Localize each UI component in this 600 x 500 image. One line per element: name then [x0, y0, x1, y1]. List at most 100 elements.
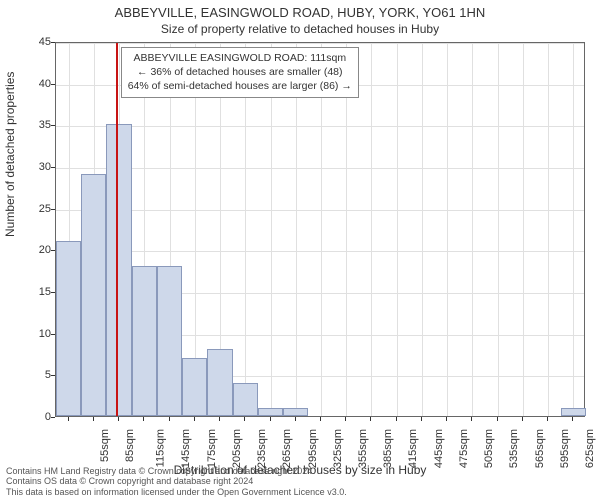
gridline-v — [447, 43, 448, 416]
y-tick-mark — [51, 292, 55, 293]
x-tick-label: 355sqm — [357, 429, 369, 468]
x-tick-label: 205sqm — [231, 429, 243, 468]
y-axis-title: Number of detached properties — [3, 72, 17, 237]
annotation-line-3: 64% of semi-detached houses are larger (… — [128, 79, 352, 93]
x-tick-label: 535sqm — [509, 429, 521, 468]
gridline-v — [346, 43, 347, 416]
footer-line-1: Contains HM Land Registry data © Crown c… — [6, 466, 347, 477]
histogram-bar — [157, 266, 182, 416]
x-tick-label: 265sqm — [281, 429, 293, 468]
y-tick-label: 0 — [21, 411, 51, 423]
gridline-h — [56, 43, 584, 44]
y-tick-label: 15 — [21, 286, 51, 298]
footer-attribution: Contains HM Land Registry data © Crown c… — [6, 466, 347, 498]
y-tick-label: 30 — [21, 161, 51, 173]
footer-line-2: Contains OS data © Crown copyright and d… — [6, 476, 347, 487]
histogram-bar — [132, 266, 157, 416]
chart-subtitle: Size of property relative to detached ho… — [0, 22, 600, 36]
x-tick-label: 175sqm — [206, 429, 218, 468]
y-tick-label: 35 — [21, 119, 51, 131]
gridline-v — [573, 43, 574, 416]
x-tick-label: 385sqm — [382, 429, 394, 468]
x-tick-mark — [370, 417, 371, 421]
gridline-v — [472, 43, 473, 416]
gridline-v — [271, 43, 272, 416]
y-tick-mark — [51, 334, 55, 335]
x-tick-label: 565sqm — [534, 429, 546, 468]
x-tick-label: 325sqm — [332, 429, 344, 468]
y-tick-mark — [51, 250, 55, 251]
gridline-v — [371, 43, 372, 416]
x-tick-mark — [270, 417, 271, 421]
x-tick-mark — [143, 417, 144, 421]
x-tick-label: 595sqm — [559, 429, 571, 468]
x-tick-mark — [118, 417, 119, 421]
x-tick-mark — [169, 417, 170, 421]
gridline-v — [245, 43, 246, 416]
x-tick-mark — [68, 417, 69, 421]
histogram-bar — [56, 241, 81, 416]
x-tick-mark — [471, 417, 472, 421]
x-tick-label: 505sqm — [483, 429, 495, 468]
y-tick-mark — [51, 167, 55, 168]
annotation-line-2: ← 36% of detached houses are smaller (48… — [128, 65, 352, 79]
x-tick-label: 235sqm — [256, 429, 268, 468]
chart-title: ABBEYVILLE, EASINGWOLD ROAD, HUBY, YORK,… — [0, 5, 600, 20]
x-tick-mark — [396, 417, 397, 421]
x-tick-label: 475sqm — [458, 429, 470, 468]
y-tick-label: 20 — [21, 244, 51, 256]
gridline-h — [56, 251, 584, 252]
x-tick-mark — [421, 417, 422, 421]
x-tick-mark — [446, 417, 447, 421]
x-tick-label: 295sqm — [307, 429, 319, 468]
gridline-v — [523, 43, 524, 416]
y-tick-label: 5 — [21, 369, 51, 381]
x-tick-label: 625sqm — [584, 429, 596, 468]
x-tick-mark — [244, 417, 245, 421]
y-tick-mark — [51, 209, 55, 210]
y-tick-label: 40 — [21, 78, 51, 90]
x-tick-mark — [345, 417, 346, 421]
gridline-v — [397, 43, 398, 416]
chart-container: ABBEYVILLE, EASINGWOLD ROAD, HUBY, YORK,… — [0, 0, 600, 500]
gridline-h — [56, 126, 584, 127]
histogram-bar — [561, 408, 586, 416]
histogram-bar — [81, 174, 106, 416]
reference-line — [116, 43, 118, 416]
gridline-v — [548, 43, 549, 416]
histogram-bar — [106, 124, 131, 416]
x-tick-mark — [547, 417, 548, 421]
gridline-h — [56, 210, 584, 211]
x-tick-label: 115sqm — [154, 429, 166, 467]
histogram-bar — [283, 408, 308, 416]
y-tick-mark — [51, 417, 55, 418]
y-tick-mark — [51, 125, 55, 126]
histogram-bar — [207, 349, 232, 416]
y-tick-label: 45 — [21, 36, 51, 48]
gridline-v — [422, 43, 423, 416]
x-tick-label: 415sqm — [408, 429, 420, 468]
plot-area: ABBEYVILLE EASINGWOLD ROAD: 111sqm← 36% … — [55, 42, 585, 417]
y-tick-label: 10 — [21, 328, 51, 340]
y-tick-mark — [51, 84, 55, 85]
y-tick-mark — [51, 42, 55, 43]
histogram-bar — [258, 408, 283, 416]
x-tick-mark — [522, 417, 523, 421]
histogram-bar — [233, 383, 258, 416]
y-tick-label: 25 — [21, 203, 51, 215]
annotation-line-1: ABBEYVILLE EASINGWOLD ROAD: 111sqm — [128, 51, 352, 65]
gridline-h — [56, 168, 584, 169]
x-tick-mark — [320, 417, 321, 421]
annotation-box: ABBEYVILLE EASINGWOLD ROAD: 111sqm← 36% … — [121, 47, 359, 98]
x-tick-label: 445sqm — [433, 429, 445, 468]
x-tick-label: 85sqm — [124, 429, 136, 462]
x-tick-mark — [194, 417, 195, 421]
footer-line-3: This data is based on information licens… — [6, 487, 347, 498]
y-tick-mark — [51, 375, 55, 376]
x-tick-mark — [295, 417, 296, 421]
x-tick-mark — [497, 417, 498, 421]
x-tick-mark — [219, 417, 220, 421]
gridline-v — [296, 43, 297, 416]
gridline-v — [321, 43, 322, 416]
x-tick-mark — [572, 417, 573, 421]
